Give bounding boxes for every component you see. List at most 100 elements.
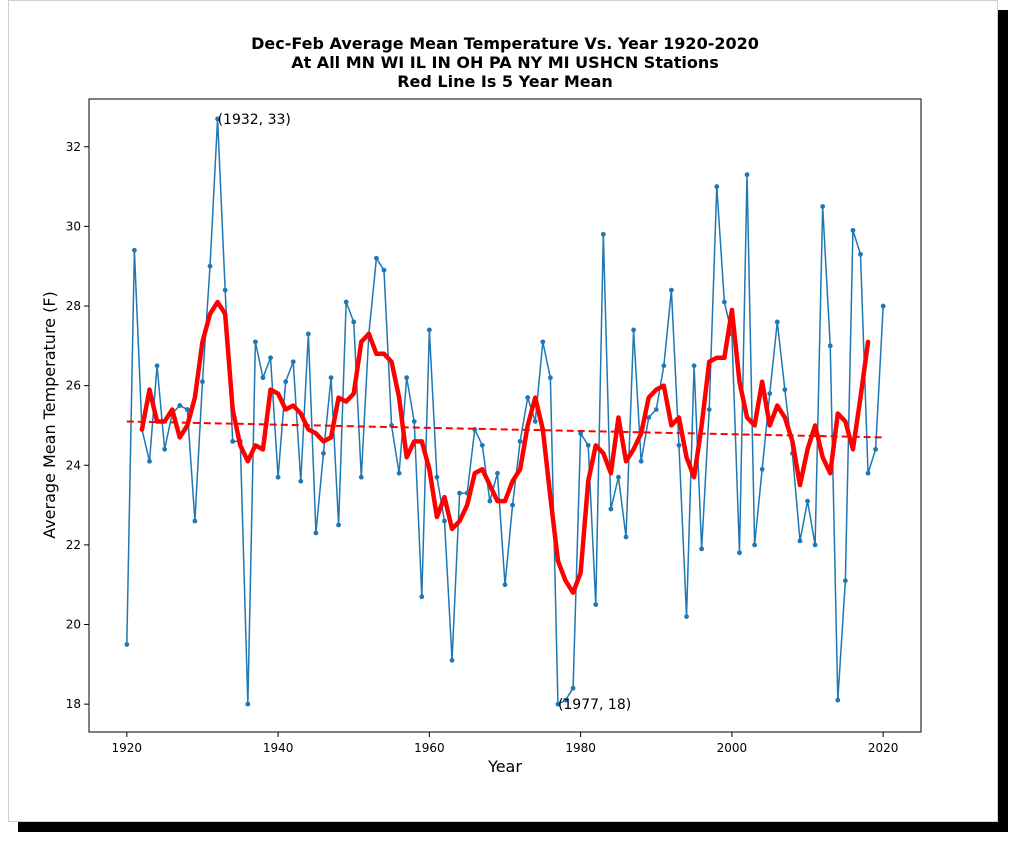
y-tick-label: 20	[66, 618, 81, 632]
yearly-data-point	[820, 204, 826, 209]
yearly-data-point	[192, 518, 198, 524]
y-tick-label: 32	[66, 140, 81, 154]
yearly-data-point	[812, 542, 818, 548]
yearly-data-point	[479, 442, 485, 448]
yearly-data-point	[623, 534, 629, 540]
yearly-data-point	[124, 642, 130, 647]
yearly-data-point	[147, 458, 152, 464]
yearly-data-point	[873, 446, 879, 452]
yearly-data-point	[502, 582, 508, 588]
yearly-data-point	[669, 287, 674, 293]
yearly-data-point	[328, 375, 334, 381]
series-layer	[124, 116, 886, 707]
yearly-data-point	[631, 327, 636, 333]
yearly-data-point	[510, 502, 515, 508]
yearly-data-point	[305, 331, 311, 337]
yearly-data-point	[457, 490, 463, 496]
yearly-data-point	[835, 697, 841, 703]
yearly-data-point	[721, 299, 727, 305]
yearly-data-point	[578, 431, 584, 436]
yearly-data-point	[426, 327, 432, 333]
y-tick-label: 26	[66, 379, 81, 393]
yearly-data-point	[858, 251, 863, 257]
yearly-data-point	[585, 442, 591, 448]
yearly-data-point	[207, 263, 213, 269]
yearly-data-point	[600, 231, 606, 237]
y-axis-label: Average Mean Temperature (F)	[40, 291, 59, 539]
y-tick-label: 18	[66, 697, 81, 711]
yearly-data-point	[411, 419, 417, 424]
yearly-data-point	[343, 299, 349, 305]
yearly-data-point	[563, 697, 568, 703]
yearly-data-point	[131, 247, 137, 253]
yearly-data-point	[737, 550, 742, 556]
yearly-data-point	[699, 546, 705, 552]
yearly-data-point	[268, 355, 273, 361]
yearly-data-point	[850, 227, 856, 233]
yearly-data-point	[525, 395, 531, 400]
yearly-data-point	[744, 172, 750, 178]
trend-line	[126, 420, 884, 439]
yearly-data-point	[487, 498, 493, 504]
yearly-data-point	[684, 614, 689, 619]
y-tick-label: 30	[66, 219, 81, 233]
yearly-data-point	[774, 319, 780, 325]
yearly-data-point	[827, 343, 833, 349]
yearly-data-point	[298, 478, 304, 484]
yearly-data-point	[336, 522, 341, 528]
yearly-data-point	[215, 116, 220, 122]
y-axis: 18 20 22 24 26 28 30 32	[66, 140, 89, 711]
yearly-data-point	[184, 407, 190, 412]
x-axis: 1920 1940 1960 1980 2000 2020	[112, 732, 899, 755]
yearly-data-point	[275, 474, 281, 480]
annotation-layer: (1932, 33) (1977, 18)	[218, 112, 632, 713]
y-tick-label: 28	[66, 299, 81, 313]
yearly-data-point	[434, 474, 440, 480]
title-line-3: Red Line Is 5 Year Mean	[397, 72, 613, 91]
yearly-data-point	[374, 255, 379, 261]
x-tick-label: 1920	[112, 741, 143, 755]
yearly-data-point	[245, 701, 251, 707]
yearly-data-point	[222, 287, 228, 293]
yearly-data-point	[532, 419, 538, 424]
yearly-data-point	[495, 470, 500, 476]
yearly-data-point	[517, 438, 523, 444]
yearly-data-point	[381, 267, 387, 273]
yearly-data-point	[759, 466, 765, 472]
y-tick-label: 24	[66, 458, 81, 472]
yearly-data-point	[321, 450, 326, 456]
yearly-data-point	[230, 438, 236, 444]
yearly-data-point	[593, 602, 599, 607]
yearly-data-point	[880, 303, 886, 309]
point-annotation: (1932, 33)	[218, 112, 291, 128]
yearly-data-point	[419, 594, 425, 600]
yearly-data-point	[442, 518, 447, 524]
yearly-data-point	[767, 391, 773, 396]
yearly-data-point	[547, 375, 553, 381]
yearly-data-point	[154, 363, 160, 369]
yearly-data-point	[177, 403, 183, 408]
yearly-data-point	[313, 530, 319, 536]
yearly-data-point	[714, 184, 720, 189]
yearly-data-point	[646, 415, 652, 420]
yearly-data-point	[782, 387, 788, 393]
title-line-2: At All MN WI IL IN OH PA NY MI USHCN Sta…	[291, 53, 719, 72]
yearly-data-point	[200, 379, 205, 385]
yearly-data-point	[351, 319, 357, 325]
x-tick-label: 1940	[263, 741, 294, 755]
x-tick-label: 2020	[868, 741, 899, 755]
yearly-data-point	[842, 578, 848, 584]
yearly-data-point	[162, 446, 168, 452]
chart-title: Dec-Feb Average Mean Temperature Vs. Yea…	[251, 34, 759, 91]
yearly-data-point	[283, 379, 289, 385]
yearly-data-point	[691, 363, 697, 369]
yearly-data-point	[805, 498, 810, 504]
y-tick-label: 22	[66, 538, 81, 552]
x-tick-label: 1980	[565, 741, 596, 755]
yearly-data-point	[404, 375, 410, 381]
yearly-data-point	[616, 474, 621, 480]
five-year-mean-line	[139, 299, 871, 595]
x-axis-label: Year	[487, 757, 522, 776]
yearly-data-point	[449, 657, 455, 663]
